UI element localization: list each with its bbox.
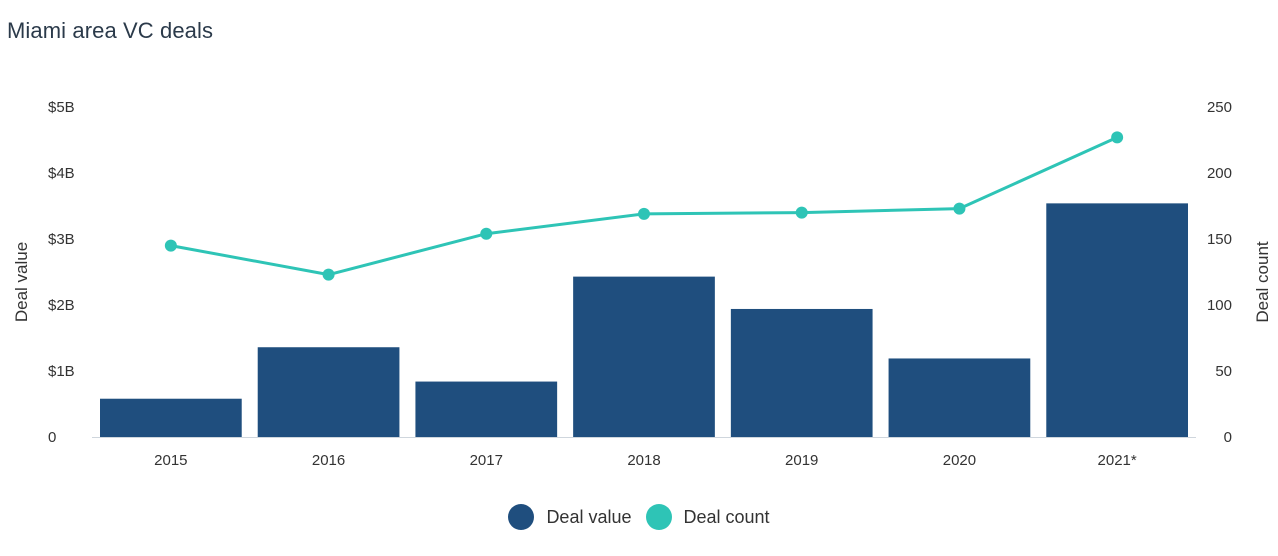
y-tick-right: 0 [1224,429,1232,446]
y-tick-left: $4B [48,165,75,182]
deal-count-point-2019 [795,206,808,219]
y-tick-right: 100 [1207,297,1232,314]
left-axis: 0 $1B $2B $3B $4B $5B [48,99,75,446]
deal-count-point-2016 [322,268,335,281]
deal-count-point-2020 [953,202,966,215]
deal-count-point-2015 [164,239,177,252]
legend-swatch-deal-value [508,504,535,530]
bar-2017 [415,381,558,437]
x-tick: 2016 [312,452,345,469]
x-tick: 2019 [785,452,818,469]
y-tick-right: 150 [1207,231,1232,248]
y-tick-left: $2B [48,297,75,314]
right-axis: 0 50 100 150 200 250 [1207,99,1232,446]
deal-count-line [170,135,1118,277]
legend-label-deal-count: Deal count [683,506,770,527]
y-tick-left: $3B [48,231,75,248]
legend: Deal value Deal count [0,504,1278,530]
bar-2018 [573,276,715,437]
legend-label-deal-value: Deal value [546,506,632,527]
bar-series [100,203,1188,437]
chart-title: Miami area VC deals [7,18,214,43]
legend-item-deal-count[interactable]: Deal count [645,504,770,530]
y-axis-label-left: Deal value [12,242,31,322]
y-axis-label-right: Deal count [1253,241,1272,323]
bar-2016 [257,347,400,437]
bar-2015 [100,398,242,437]
y-tick-left: $1B [48,363,75,380]
x-tick: 2018 [627,452,660,469]
deal-count-point-2021 [1111,131,1124,144]
legend-item-deal-value[interactable]: Deal value [508,504,632,530]
deal-count-point-2018 [638,207,650,220]
deal-count-point-2017 [480,227,493,240]
y-tick-left: $5B [48,99,75,116]
x-tick: 2017 [470,452,503,469]
y-tick-right: 200 [1207,165,1232,182]
x-tick: 2015 [154,452,187,469]
x-tick: 2021* [1098,452,1137,469]
x-axis: 2015 2016 2017 2018 2019 2020 2021* [154,452,1137,469]
y-tick-right: 50 [1215,363,1232,380]
x-tick: 2020 [943,452,976,469]
y-tick-left: 0 [48,429,56,446]
bar-2019 [730,308,873,437]
line-series [164,131,1124,281]
bar-2021 [1046,203,1188,437]
bar-2020 [888,358,1031,437]
y-tick-right: 250 [1207,99,1232,116]
legend-swatch-deal-count [645,504,672,530]
